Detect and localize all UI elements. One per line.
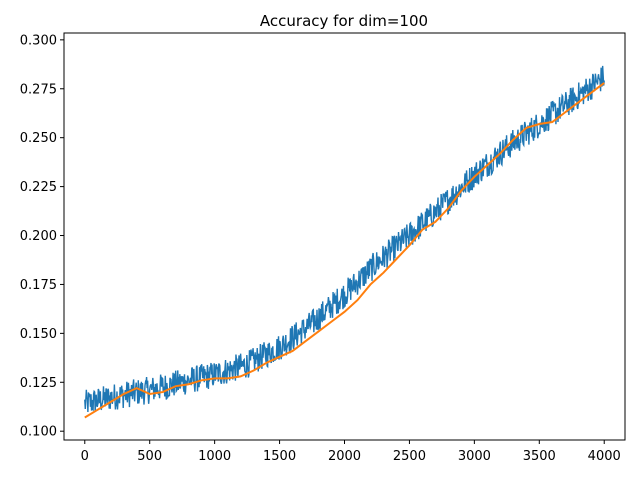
y-tick-label: 0.100 [20,425,57,440]
x-tick-label: 2000 [328,449,361,464]
series-raw-line [84,65,605,413]
series-smoothed-line [84,82,605,419]
x-tick-label: 1500 [263,449,296,464]
x-tick-label: 4000 [588,449,621,464]
y-tick-label: 0.275 [20,82,57,97]
x-tick-label: 500 [137,449,162,464]
plot-frame [63,32,626,441]
y-tick-label: 0.150 [20,327,57,342]
chart-title: Accuracy for dim=100 [260,12,428,30]
x-axis: 0 500 1000 1500 2000 2500 3000 3500 4000 [81,440,621,464]
y-tick-label: 0.125 [20,376,57,391]
y-tick-label: 0.200 [20,229,57,244]
y-axis: 0.100 0.125 0.150 0.175 0.200 0.225 0.250 0.275… [20,33,64,440]
x-tick-label: 3000 [458,449,491,464]
x-tick-label: 1000 [198,449,231,464]
x-tick-label: 2500 [393,449,426,464]
plot-area [84,65,605,419]
y-tick-label: 0.300 [20,33,57,48]
x-tick-label: 3500 [523,449,556,464]
y-tick-label: 0.175 [20,278,57,293]
y-tick-label: 0.250 [20,131,57,146]
y-tick-label: 0.225 [20,180,57,195]
x-tick-label: 0 [81,449,89,464]
